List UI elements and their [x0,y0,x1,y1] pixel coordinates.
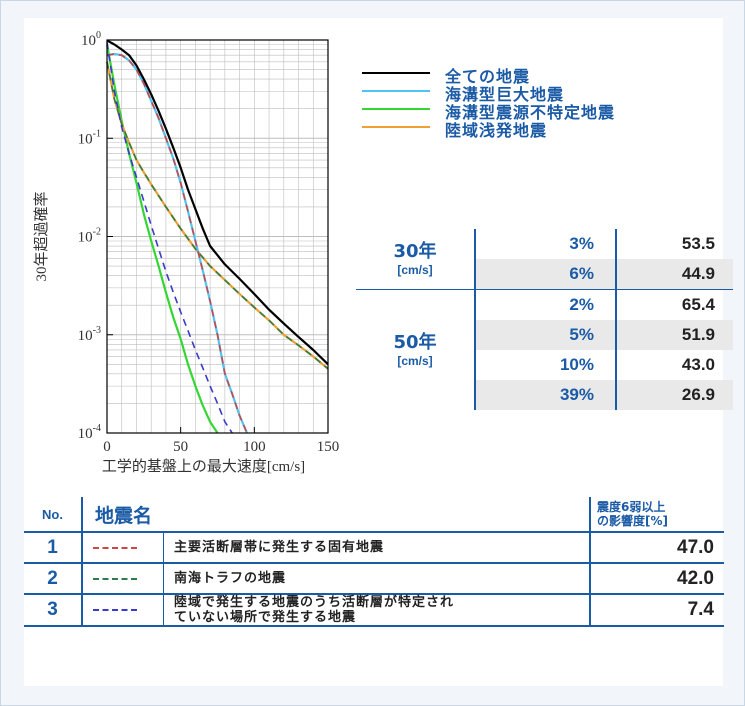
value-cell: 65.4 [616,289,733,320]
legend: 全ての地震 海溝型巨大地震 海溝型震源不特定地震 陸域浅発地震 [362,64,702,140]
row-name: 南海トラフの地震 [163,563,590,595]
period-cell-50: 50年 [cm/s] [356,289,476,410]
series-line-3 [105,61,329,370]
legend-label: 海溝型震源不特定地震 [445,103,616,122]
legend-item: 海溝型巨大地震 [362,82,702,104]
row-name: 陸域で発生する地震のうち活断層が特定され ていない場所で発生する地震 [163,594,590,627]
series-line-4 [106,53,248,434]
legend-label: 陸域浅発地震 [445,121,548,140]
series-line-6 [106,42,233,434]
pct-cell: 6% [475,259,617,290]
series-line-1 [106,52,249,434]
period-label: 30年 [393,241,437,262]
dashed-line-swatch [93,546,137,549]
y-tick-label: 10-3 [78,325,101,344]
row-name: 主要活断層帯に発生する固有地震 [163,532,590,564]
chart-curves [105,39,329,434]
value-cell: 51.9 [616,320,733,350]
chart-ticks: 0 50 100 150 100 10-1 10-2 10-3 10-4 [78,30,340,455]
table-row: 5% 51.9 [356,320,733,350]
y-tick-label: 10-1 [78,128,101,147]
table-row: 10% 43.0 [356,350,733,380]
pct-cell: 2% [475,289,617,320]
period-label: 50年 [393,332,437,353]
legend-item: 陸域浅発地震 [362,118,702,140]
row-line-sample [82,594,164,627]
x-tick-label: 50 [173,439,188,455]
unit-label: [cm/s] [397,263,433,277]
pct-cell: 10% [475,350,617,380]
chart-grid [106,40,329,434]
legend-swatch-land-shallow [362,126,430,128]
period-cell-30: 30年 [cm/s] [356,229,476,290]
legend-label: 海溝型巨大地震 [445,85,565,104]
series-line-5 [106,61,329,370]
table-row: 1 主要活断層帯に発生する固有地震 47.0 [24,532,724,564]
legend-item: 海溝型震源不特定地震 [362,100,702,122]
x-axis-label: 工学的基盤上の最大速度[cm/s] [102,458,305,475]
header-name: 地震名 [82,497,590,533]
unit-label: [cm/s] [397,354,433,368]
legend-swatch-trench-mega [362,90,430,92]
legend-item: 全ての地震 [362,64,702,86]
pct-cell: 5% [475,320,617,350]
row-value: 7.4 [589,594,724,627]
table-header-row: No. 地震名 震度6弱以上 の影響度[%] [24,497,724,533]
earthquake-table: No. 地震名 震度6弱以上 の影響度[%] 1 主要活断層帯に発生する固有地震… [24,497,724,627]
velocity-table: 30年 [cm/s] 3% 53.5 6% 44.9 50年 [cm/s] 2%… [356,229,733,410]
x-tick-label: 100 [243,439,266,455]
row-value: 42.0 [589,563,724,595]
value-cell: 26.9 [616,380,733,410]
row-value: 47.0 [589,532,724,564]
row-no: 3 [24,594,83,627]
exceedance-chart: 0 50 100 150 100 10-1 10-2 10-3 10-4 30年超過確率 工学的… [33,30,340,475]
legend-swatch-trench-unspecified [362,108,430,110]
row-name-line2: ていない場所で発生する地震 [174,610,357,625]
header-no: No. [24,497,83,533]
value-cell: 44.9 [616,259,733,290]
table-row: 30年 [cm/s] 3% 53.5 [356,229,733,290]
table-row: 50年 [cm/s] 2% 65.4 [356,289,733,410]
y-axis-label: 30年超過確率 [33,191,50,281]
table-row: 6% 44.9 [356,259,733,290]
y-tick-label: 100 [81,30,101,49]
legend-label: 全ての地震 [445,67,531,86]
row-line-sample [82,563,164,595]
table-row: 39% 26.9 [356,380,733,410]
table-row: 3 陸域で発生する地震のうち活断層が特定され ていない場所で発生する地震 7.4 [24,594,724,627]
value-cell: 43.0 [681,355,715,374]
x-tick-label: 0 [103,439,111,455]
dashed-line-swatch [93,577,137,580]
pct-cell: 3% [475,229,617,259]
series-line-0 [106,39,329,366]
pct-cell: 39% [475,380,617,410]
x-tick-label: 150 [317,439,340,455]
header-impact: 震度6弱以上 の影響度[%] [589,497,724,533]
row-no: 2 [24,563,83,595]
row-name-line1: 陸域で発生する地震のうち活断層が特定され [174,595,455,610]
series-line-2 [105,44,219,434]
row-no: 1 [24,532,83,564]
y-tick-label: 10-2 [78,227,101,246]
y-tick-label: 10-4 [78,423,101,442]
value-cell: 53.5 [681,234,715,253]
table-row: 2 南海トラフの地震 42.0 [24,563,724,595]
row-line-sample [82,532,164,564]
header-impact-line2: の影響度[%] [597,514,668,528]
dashed-line-swatch [93,609,137,611]
header-impact-line1: 震度6弱以上 [597,500,666,514]
legend-swatch-all [362,72,430,74]
